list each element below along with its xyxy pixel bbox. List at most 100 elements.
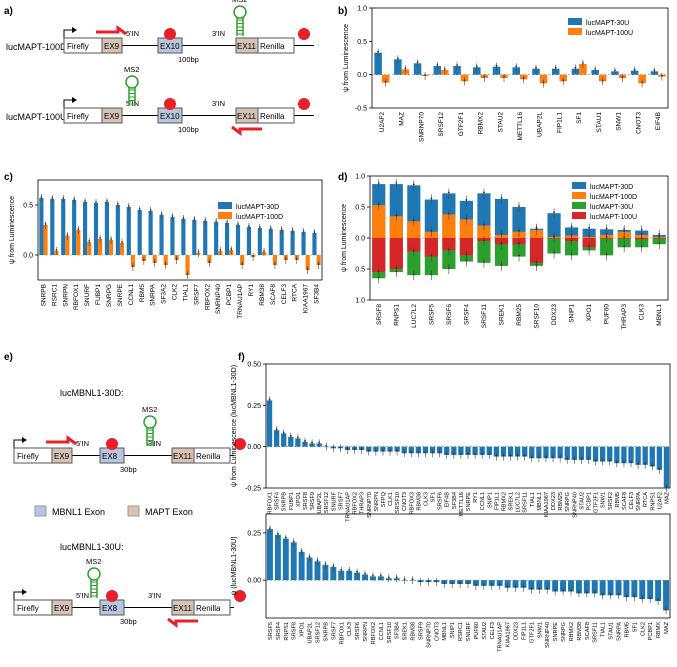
bar <box>635 446 641 465</box>
x-tick-label: SNRNP40 <box>215 284 222 314</box>
bar <box>181 219 186 255</box>
bar <box>663 580 670 611</box>
firefly-label: Firefly <box>17 452 39 461</box>
replicate-dot <box>302 230 305 232</box>
x-tick-label: KIAA1967 <box>303 284 310 314</box>
bar <box>119 243 125 255</box>
x-tick-label: SRSF12 <box>324 492 330 513</box>
bar <box>442 214 456 238</box>
x-tick-label: SNW1 <box>601 492 607 508</box>
bar <box>631 580 638 598</box>
legend-swatch <box>572 192 586 199</box>
chart-f1: 0.50 0.25 0.00 -0.25 ψ from Luminescence (lu… <box>231 362 670 522</box>
bar <box>514 446 521 457</box>
middle-exon-label: EX8 <box>102 604 118 613</box>
replicate-dot <box>300 549 303 552</box>
replicate-dot <box>182 217 185 219</box>
x-tick-label: RTCA <box>292 283 299 301</box>
y-tick-label: 0.00 <box>247 578 261 585</box>
ex9-label: EX9 <box>104 112 120 121</box>
replicate-dot <box>535 66 537 69</box>
replicate-dot <box>640 245 643 248</box>
replicate-dot <box>481 453 484 455</box>
y-tick-label: 0.50 <box>247 362 261 369</box>
bar <box>163 255 168 265</box>
bar <box>424 199 438 238</box>
x-tick-label: CLK2 <box>172 284 179 301</box>
x-tick-label: SRSF12 <box>315 622 321 643</box>
x-tick-label: RBM5 <box>139 284 146 302</box>
replicate-dot <box>274 263 276 265</box>
bar <box>372 238 386 273</box>
replicate-dot <box>419 580 422 582</box>
replicate-dot <box>116 203 119 205</box>
x-tick-label: FUBP1 <box>95 284 102 305</box>
replicate-dot <box>364 572 366 575</box>
x-tick-label: SNRPA <box>617 622 623 641</box>
replicate-dot <box>62 197 65 199</box>
legend-label: lucMAPT-100D <box>590 194 637 201</box>
replicate-dot <box>324 563 327 565</box>
bar <box>389 238 403 269</box>
replicate-dot <box>640 233 643 235</box>
replicate-dot <box>552 456 554 459</box>
ex9-label: EX9 <box>54 604 70 613</box>
replicate-dot <box>500 233 503 235</box>
x-tick-label: CCNL1 <box>379 622 385 640</box>
x-tick-label: THRAP3 <box>621 304 628 330</box>
replicate-dot <box>587 457 590 460</box>
x-tick-label: SNRPB <box>323 622 329 642</box>
promoter-arrow-icon <box>72 27 77 33</box>
x-tick-label: SNIP1 <box>450 622 456 638</box>
replicate-dot <box>411 578 414 581</box>
replicate-dot <box>435 580 438 582</box>
bar <box>413 63 422 75</box>
replicate-dot <box>291 229 294 231</box>
construct-a-top: lucMAPT-100D:Firefly EX9 5'IN EX10 100bp 3'IN… <box>6 0 314 64</box>
x-tick-label: SNRNP70 <box>418 112 425 142</box>
replicate-dot <box>175 258 178 260</box>
x-tick-label: SCAF8 <box>270 284 277 305</box>
promoter-arrow-icon <box>72 97 77 103</box>
plot-frame <box>265 363 671 489</box>
bar <box>288 436 294 447</box>
mbnl1-exon-swatch <box>34 505 47 517</box>
panel-label-b: b) <box>338 6 347 17</box>
x-tick-label: PCBP1 <box>648 622 654 640</box>
x-tick-label: SNRNP40 <box>545 622 551 648</box>
bar <box>477 225 491 238</box>
x-tick-label: UBAP2L <box>308 622 314 643</box>
replicate-dot <box>465 198 468 201</box>
replicate-dot <box>377 203 380 206</box>
intron-right-label: 3'IN <box>212 99 225 108</box>
replicate-dot <box>417 451 420 454</box>
stop-sign-icon <box>106 438 118 450</box>
replicate-dot <box>475 65 478 68</box>
length-label: 30bp <box>120 617 137 626</box>
bar <box>72 200 77 255</box>
replicate-dot <box>630 461 632 464</box>
replicate-dot <box>55 249 58 251</box>
replicate-dot <box>412 273 415 276</box>
legend-swatch <box>218 202 232 209</box>
replicate-dot <box>153 261 156 263</box>
replicate-dot <box>275 428 278 431</box>
hairpin-label: MS2 <box>86 557 101 566</box>
y-tick-label: 0.0 <box>357 72 367 79</box>
panel-label-c: c) <box>4 172 13 183</box>
bar <box>565 238 579 256</box>
bar <box>656 446 663 470</box>
bar <box>477 238 491 263</box>
y-tick-label: -0.5 <box>355 106 367 113</box>
x-tick-label: CLK3 <box>639 304 646 321</box>
chart-c: 0.5 0.0 ψ from Luminescence SNRPB RSRC1 SNRPN… <box>9 179 323 319</box>
replicate-dot <box>641 597 644 599</box>
replicate-dot <box>518 254 520 257</box>
x-tick-label: DDX23 <box>551 492 557 510</box>
length-label: 100bp <box>178 125 199 134</box>
x-tick-label: SNRPA <box>150 283 157 306</box>
bar <box>65 236 70 255</box>
replicate-dot <box>252 255 254 257</box>
x-tick-label: RBM5 <box>615 492 621 508</box>
